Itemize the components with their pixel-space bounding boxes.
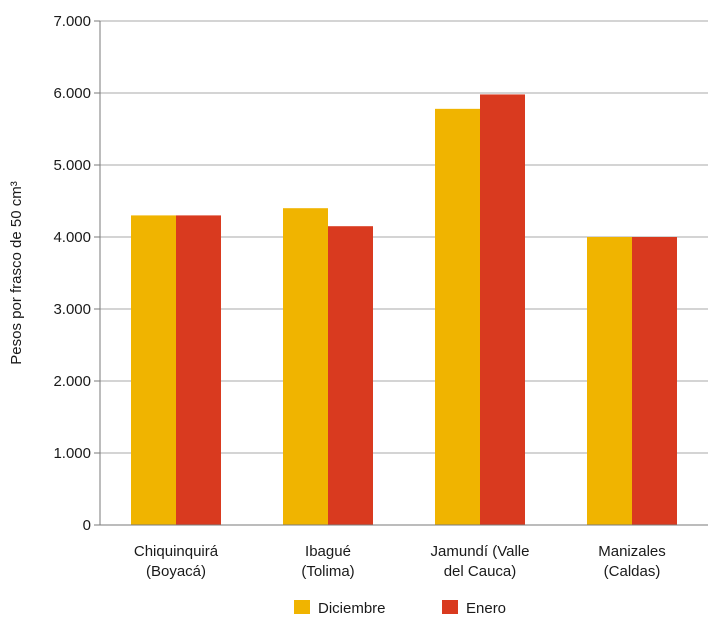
legend-swatch-enero (442, 600, 458, 614)
x-tick-label-line: (Tolima) (301, 563, 354, 580)
bar-enero-1 (176, 215, 221, 525)
y-tick-label: 4.000 (53, 229, 91, 246)
bar-diciembre-1 (131, 215, 176, 525)
y-tick-label: 2.000 (53, 373, 91, 390)
x-tick-label-line: Chiquinquirá (134, 543, 219, 560)
bar-enero-2 (328, 226, 373, 525)
y-axis-label: Pesos por frasco de 50 cm³ (8, 181, 25, 364)
x-tick-label-line: Ibagué (305, 543, 351, 560)
y-tick-label: 6.000 (53, 85, 91, 102)
x-tick-label-line: (Caldas) (604, 563, 661, 580)
y-axis-ticks: 0 1.000 2.000 3.000 4.000 5.000 6.000 7.000 (53, 13, 100, 534)
x-tick-label: Ibagué (Tolima) (301, 543, 354, 580)
bar-enero-4 (632, 237, 677, 525)
x-tick-label: Manizales (Caldas) (598, 543, 666, 580)
y-tick-label: 0 (83, 517, 91, 534)
x-tick-label-line: Jamundí (Valle (431, 543, 530, 560)
y-tick-label: 7.000 (53, 13, 91, 30)
y-tick-label: 3.000 (53, 301, 91, 318)
bar-diciembre-4 (587, 237, 632, 525)
x-tick-label: Jamundí (Valle del Cauca) (431, 543, 530, 580)
x-tick-label-line: Manizales (598, 543, 666, 560)
y-tick-label: 1.000 (53, 445, 91, 462)
bar-diciembre-2 (283, 208, 328, 525)
bars (131, 94, 677, 525)
x-tick-label: Chiquinquirá (Boyacá) (134, 543, 219, 580)
legend-label-diciembre: Diciembre (318, 600, 386, 617)
legend-label-enero: Enero (466, 600, 506, 617)
bar-diciembre-3 (435, 108, 480, 525)
bar-enero-3 (480, 94, 525, 525)
x-tick-label-line: del Cauca) (444, 563, 517, 580)
x-tick-label-line: (Boyacá) (146, 563, 206, 580)
legend-swatch-diciembre (294, 600, 310, 614)
x-axis-ticks: Chiquinquirá (Boyacá) Ibagué (Tolima) Jamund… (134, 543, 666, 580)
legend: Diciembre Enero (294, 600, 506, 617)
y-tick-label: 5.000 (53, 157, 91, 174)
